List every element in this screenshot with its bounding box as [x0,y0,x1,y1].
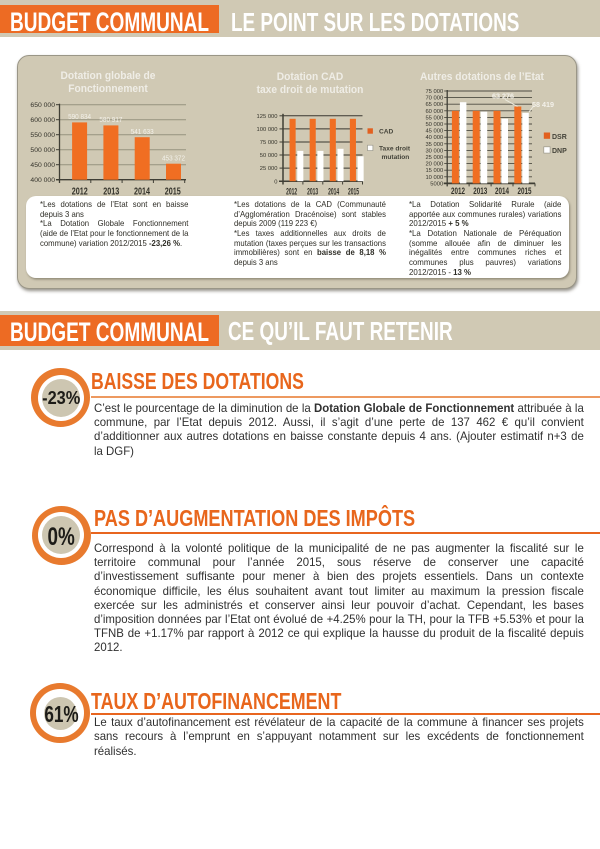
svg-text:35 000: 35 000 [425,142,443,148]
svg-text:mutation: mutation [382,154,410,161]
svg-text:541 633: 541 633 [131,127,154,136]
svg-text:2015: 2015 [348,187,359,197]
svg-text:550 000: 550 000 [30,132,55,139]
svg-text:40 000: 40 000 [425,135,443,141]
svg-text:20 000: 20 000 [425,162,443,168]
svg-text:5000: 5000 [430,181,443,187]
svg-text:75 000: 75 000 [425,89,443,95]
svg-text:50 000: 50 000 [260,153,278,159]
svg-text:Taxe droit: Taxe droit [379,145,411,152]
svg-text:590 834: 590 834 [68,112,91,121]
svg-text:2012: 2012 [72,186,88,197]
svg-text:25 000: 25 000 [260,166,278,172]
svg-text:63 276: 63 276 [492,92,514,101]
svg-text:CAD: CAD [379,129,394,136]
svg-text:2014: 2014 [495,186,510,196]
svg-text:60 000: 60 000 [425,109,443,115]
svg-text:25 000: 25 000 [425,155,443,161]
svg-text:15 000: 15 000 [425,168,443,174]
svg-text:2012: 2012 [451,186,465,196]
svg-text:45 000: 45 000 [425,129,443,135]
svg-text:30 000: 30 000 [425,148,443,154]
svg-text:2015: 2015 [165,186,181,197]
svg-text:0: 0 [274,179,277,185]
svg-text:2014: 2014 [134,186,150,197]
svg-text:2013: 2013 [473,186,487,196]
svg-text:55 000: 55 000 [425,115,443,121]
svg-text:450 000: 450 000 [30,162,55,169]
svg-text:70 000: 70 000 [425,96,443,102]
svg-text:580 917: 580 917 [99,115,122,124]
svg-text:100 000: 100 000 [257,127,278,133]
svg-text:75 000: 75 000 [260,140,278,146]
svg-text:2013: 2013 [103,186,119,197]
svg-text:2014: 2014 [328,187,339,197]
svg-text:2013: 2013 [307,187,318,197]
svg-text:58 419: 58 419 [532,100,554,109]
svg-text:125 000: 125 000 [257,114,278,120]
svg-text:65 000: 65 000 [425,102,443,108]
svg-text:DSR: DSR [552,134,567,141]
svg-text:400 000: 400 000 [30,177,55,184]
svg-text:650 000: 650 000 [30,102,55,109]
svg-text:600 000: 600 000 [30,117,55,124]
svg-text:2015: 2015 [518,186,532,196]
svg-text:2012: 2012 [286,187,297,197]
svg-text:453 372: 453 372 [162,153,185,162]
svg-text:500 000: 500 000 [30,147,55,154]
svg-text:DNP: DNP [552,148,567,155]
svg-text:50 000: 50 000 [425,122,443,128]
svg-text:10 000: 10 000 [425,175,443,181]
